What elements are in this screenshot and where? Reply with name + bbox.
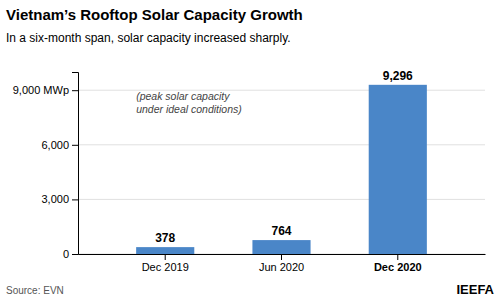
- x-tick-mark: [165, 254, 166, 260]
- annotation: (peak solar capacityunder ideal conditio…: [136, 90, 242, 115]
- y-tick: 0: [63, 248, 78, 260]
- x-tick-mark: [397, 254, 398, 260]
- x-axis: Dec 2019 Jun 2020 Dec 2020: [79, 254, 486, 273]
- bars: [136, 85, 427, 254]
- y-tick-label: 6,000: [41, 139, 69, 151]
- y-tick-mark: [72, 145, 78, 146]
- x-tick-label: Dec 2019: [142, 261, 189, 273]
- x-tick-mark: [281, 254, 282, 260]
- y-tick: 6,000: [41, 139, 78, 151]
- y-axis: 0 3,000 6,000 9,000 MWp: [13, 73, 79, 261]
- subtitle: In a six-month span, solar capacity incr…: [6, 31, 291, 45]
- y-tick-label: 9,000 MWp: [13, 84, 69, 96]
- x-tick: Jun 2020: [259, 254, 304, 273]
- bar: [369, 85, 427, 254]
- data-label: 764: [271, 224, 291, 238]
- x-tick: Dec 2020: [374, 254, 422, 273]
- data-label: 9,296: [383, 69, 413, 83]
- y-tick-label: 3,000: [41, 193, 69, 205]
- source: Source: EVN: [6, 285, 64, 296]
- y-tick-mark: [72, 199, 78, 200]
- y-tick: 3,000: [41, 193, 78, 205]
- chart: 03,0006,0009,000 MWpDec 2019Jun 2020Dec …: [0, 0, 500, 300]
- y-tick-mark: [72, 254, 78, 255]
- data-label: 378: [155, 231, 175, 245]
- plot: 03,0006,0009,000 MWpDec 2019Jun 2020Dec …: [13, 69, 486, 273]
- y-tick: 9,000 MWp: [13, 84, 78, 96]
- y-tick-mark: [72, 90, 78, 91]
- brand: IEEFA: [456, 282, 494, 297]
- x-tick: Dec 2019: [142, 254, 189, 273]
- title: Vietnam’s Rooftop Solar Capacity Growth: [6, 6, 303, 23]
- x-tick-label: Jun 2020: [259, 261, 304, 273]
- y-axis-line: [72, 73, 79, 255]
- x-tick-label: Dec 2020: [374, 261, 422, 273]
- bar: [252, 240, 310, 254]
- y-tick-label: 0: [63, 248, 69, 260]
- bar: [136, 247, 194, 254]
